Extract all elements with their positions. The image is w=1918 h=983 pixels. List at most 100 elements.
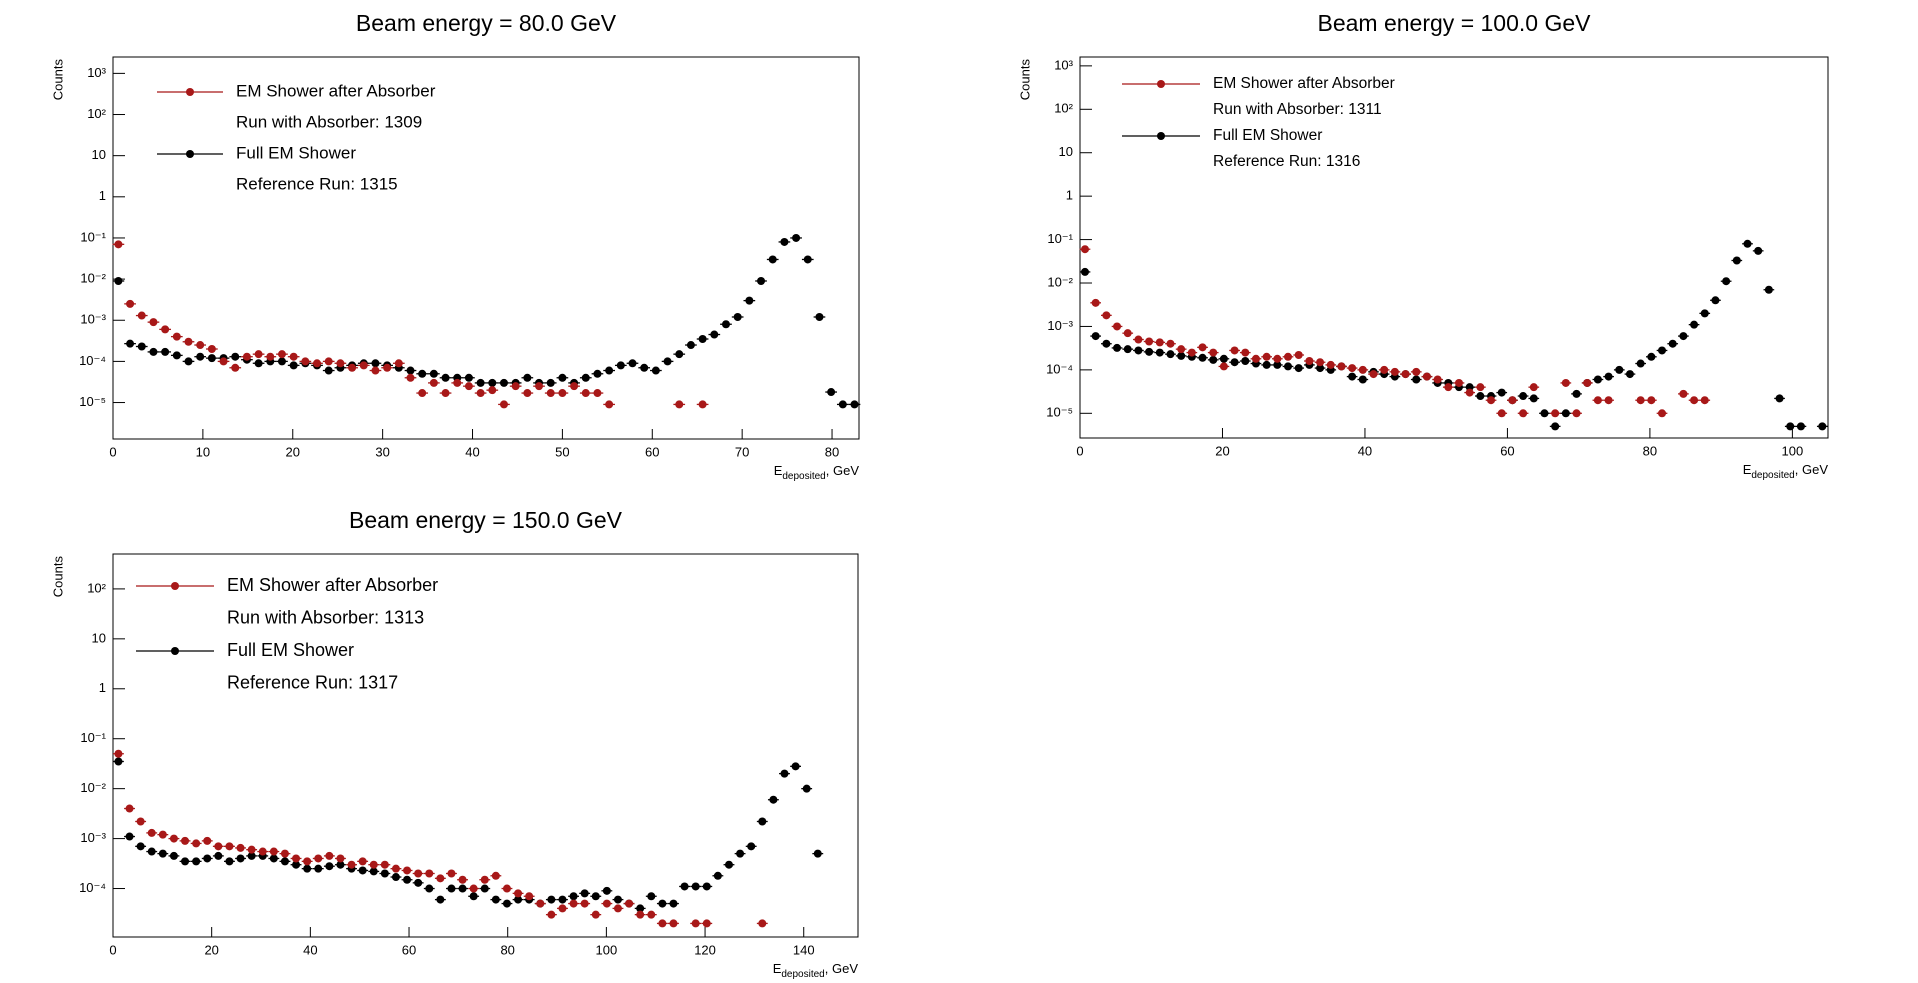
data-point bbox=[136, 817, 145, 826]
data-point bbox=[169, 834, 178, 843]
data-point bbox=[214, 842, 223, 851]
data-point bbox=[480, 884, 489, 893]
plot-frame bbox=[112, 56, 860, 440]
y-axis-label: Counts bbox=[50, 59, 65, 101]
data-point bbox=[429, 378, 438, 387]
data-point bbox=[613, 904, 622, 913]
chart-title: Beam energy = 100.0 GeV bbox=[1318, 10, 1592, 36]
data-point bbox=[114, 749, 123, 758]
y-axis-label: Counts bbox=[50, 556, 65, 598]
data-point bbox=[1732, 256, 1741, 265]
x-tick-label: 70 bbox=[735, 444, 749, 459]
data-point bbox=[1454, 378, 1463, 387]
data-point bbox=[547, 910, 556, 919]
data-point bbox=[636, 904, 645, 913]
data-point bbox=[602, 899, 611, 908]
y-tick-label: 10⁻⁴ bbox=[1046, 361, 1073, 376]
data-point bbox=[371, 359, 380, 368]
data-point bbox=[336, 359, 345, 368]
data-point bbox=[1091, 332, 1100, 341]
x-axis-label-sub: deposited bbox=[782, 471, 825, 482]
data-point bbox=[1647, 352, 1656, 361]
data-point bbox=[580, 899, 589, 908]
data-point bbox=[1348, 372, 1357, 381]
x-tick-label: 60 bbox=[645, 444, 659, 459]
data-point bbox=[1604, 372, 1613, 381]
data-point bbox=[1091, 298, 1100, 307]
data-point bbox=[1273, 360, 1282, 369]
x-tick-label: 20 bbox=[204, 942, 218, 957]
y-axis-label: Counts bbox=[1017, 59, 1032, 101]
data-point bbox=[126, 299, 135, 308]
data-point bbox=[158, 849, 167, 858]
y-tick-label: 10⁻⁴ bbox=[79, 880, 106, 895]
data-point bbox=[147, 847, 156, 856]
data-point bbox=[425, 869, 434, 878]
data-point bbox=[591, 910, 600, 919]
data-point bbox=[269, 854, 278, 863]
data-point bbox=[1326, 360, 1335, 369]
data-point bbox=[114, 276, 123, 285]
data-point bbox=[1123, 345, 1132, 354]
data-point bbox=[184, 357, 193, 366]
y-tick-label: 10³ bbox=[87, 65, 106, 80]
y-tick-label: 10⁻¹ bbox=[1047, 231, 1073, 246]
data-point bbox=[158, 830, 167, 839]
data-point bbox=[523, 389, 532, 398]
data-point bbox=[203, 836, 212, 845]
legend-marker bbox=[186, 88, 194, 96]
data-point bbox=[192, 839, 201, 848]
data-point bbox=[525, 892, 534, 901]
x-axis-label-sub: deposited bbox=[781, 969, 824, 980]
data-point bbox=[1401, 370, 1410, 379]
data-point bbox=[680, 882, 689, 891]
data-point bbox=[613, 895, 622, 904]
data-point bbox=[1711, 296, 1720, 305]
data-point bbox=[336, 854, 345, 863]
data-point bbox=[359, 361, 368, 370]
data-point bbox=[803, 255, 812, 264]
legend-note: Run with Absorber: 1311 bbox=[1213, 101, 1382, 118]
data-point bbox=[1444, 383, 1453, 392]
legend-label: EM Shower after Absorber bbox=[236, 81, 436, 100]
data-point bbox=[277, 357, 286, 366]
data-point bbox=[733, 312, 742, 321]
data-point bbox=[647, 910, 656, 919]
data-point bbox=[414, 878, 423, 887]
data-point bbox=[336, 860, 345, 869]
data-point bbox=[125, 832, 134, 841]
data-point bbox=[1476, 383, 1485, 392]
data-point bbox=[1583, 378, 1592, 387]
x-tick-label: 40 bbox=[465, 444, 479, 459]
data-point bbox=[1508, 396, 1517, 405]
data-point bbox=[464, 373, 473, 382]
legend-marker bbox=[171, 647, 179, 655]
legend-note: Run with Absorber: 1313 bbox=[227, 607, 424, 627]
data-point bbox=[441, 373, 450, 382]
data-point bbox=[593, 389, 602, 398]
data-point bbox=[1690, 396, 1699, 405]
x-axis-label-sub: deposited bbox=[1751, 470, 1794, 481]
data-point bbox=[301, 357, 310, 366]
x-tick-label: 60 bbox=[1500, 443, 1514, 458]
data-point bbox=[514, 889, 523, 898]
data-point bbox=[581, 389, 590, 398]
data-point bbox=[757, 276, 766, 285]
data-point bbox=[149, 318, 158, 327]
data-point bbox=[491, 871, 500, 880]
data-point bbox=[514, 895, 523, 904]
data-point bbox=[1316, 358, 1325, 367]
data-point bbox=[324, 366, 333, 375]
data-point bbox=[280, 857, 289, 866]
data-point bbox=[1230, 358, 1239, 367]
y-tick-label: 1 bbox=[99, 188, 106, 203]
data-point bbox=[418, 389, 427, 398]
data-point bbox=[1647, 396, 1656, 405]
data-point bbox=[391, 864, 400, 873]
y-tick-label: 10⁻² bbox=[80, 780, 106, 795]
y-tick-label: 10⁻² bbox=[1047, 274, 1073, 289]
data-point bbox=[280, 849, 289, 858]
data-point bbox=[137, 342, 146, 351]
legend-note: Reference Run: 1316 bbox=[1213, 153, 1360, 170]
data-point bbox=[850, 400, 859, 409]
